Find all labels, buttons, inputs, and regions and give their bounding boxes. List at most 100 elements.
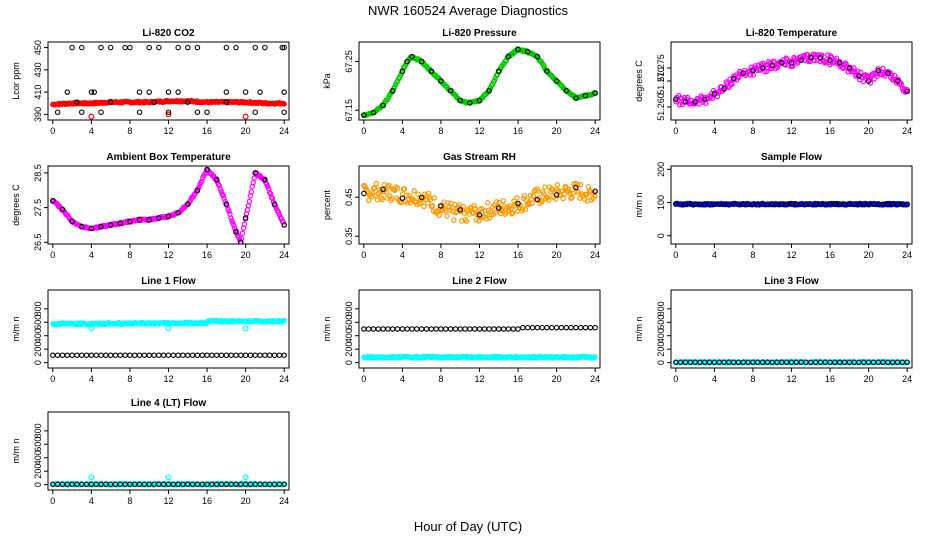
x-tick-label: 20 bbox=[552, 126, 562, 136]
x-tick-label: 16 bbox=[825, 250, 835, 260]
hourly-point bbox=[875, 67, 882, 74]
hourly-point bbox=[418, 326, 425, 332]
hourly-point bbox=[428, 326, 435, 332]
hourly-point bbox=[223, 99, 230, 105]
y-tick-label: 430 bbox=[33, 62, 43, 77]
series-point bbox=[471, 202, 477, 209]
hourly-point bbox=[476, 326, 483, 332]
x-tick-label: 0 bbox=[50, 126, 55, 136]
hourly-point bbox=[175, 89, 181, 95]
hourly-point bbox=[389, 326, 396, 332]
plot-frame bbox=[358, 165, 601, 245]
hourly-point bbox=[78, 44, 85, 51]
hourly-point bbox=[491, 326, 497, 332]
hourly-point bbox=[721, 86, 727, 92]
series-point bbox=[416, 200, 422, 207]
series-point bbox=[833, 55, 840, 61]
series-point bbox=[381, 181, 387, 188]
series-point bbox=[386, 182, 392, 188]
panel-ylabel: m/m n bbox=[11, 316, 21, 341]
y-tick-label: 27.5 bbox=[33, 199, 43, 217]
hourly-point bbox=[107, 352, 114, 358]
hourly-point bbox=[223, 352, 230, 358]
hourly-point bbox=[91, 89, 98, 95]
hourly-point bbox=[573, 95, 579, 101]
hourly-point bbox=[544, 324, 550, 331]
series-point bbox=[591, 355, 597, 361]
hourly-point bbox=[165, 352, 172, 358]
hourly-point bbox=[281, 44, 287, 51]
hourly-point bbox=[682, 99, 689, 105]
hourly-point bbox=[389, 88, 396, 94]
hourly-point bbox=[136, 89, 143, 95]
hourly-point bbox=[98, 352, 104, 358]
series-point bbox=[501, 203, 507, 209]
x-tick-label: 8 bbox=[438, 374, 443, 384]
hourly-point bbox=[452, 326, 459, 332]
x-tick-label: 16 bbox=[202, 496, 212, 506]
hourly-point bbox=[112, 352, 119, 358]
hourly-point bbox=[486, 326, 492, 332]
plot-area bbox=[673, 51, 910, 108]
series-point bbox=[843, 61, 849, 67]
series-point bbox=[535, 188, 541, 194]
hourly-point bbox=[59, 352, 66, 358]
plot-area bbox=[361, 324, 598, 361]
series-point bbox=[747, 72, 754, 78]
hourly-point bbox=[385, 326, 391, 332]
x-tick-label: 8 bbox=[750, 126, 755, 136]
hourly-point bbox=[573, 324, 579, 331]
hourly-point bbox=[160, 352, 167, 358]
hourly-point bbox=[361, 190, 367, 197]
hourly-point bbox=[194, 187, 201, 194]
plot-area bbox=[673, 358, 910, 366]
x-tick-label: 4 bbox=[712, 374, 717, 384]
series-point bbox=[436, 212, 443, 219]
y-tick-label: 200 bbox=[344, 342, 354, 357]
series-point bbox=[545, 194, 551, 201]
hourly-point bbox=[98, 223, 104, 230]
panel-title: Line 3 Flow bbox=[764, 276, 819, 287]
hourly-point bbox=[281, 109, 287, 115]
hourly-point bbox=[817, 54, 824, 61]
x-tick-label: 0 bbox=[50, 250, 55, 260]
hourly-point bbox=[170, 352, 177, 358]
hourly-point bbox=[127, 218, 133, 225]
x-tick-label: 0 bbox=[50, 374, 55, 384]
x-tick-label: 8 bbox=[127, 374, 132, 384]
x-tick-label: 4 bbox=[400, 126, 405, 136]
plot-area bbox=[50, 317, 287, 358]
hourly-point bbox=[534, 53, 541, 60]
plot-area bbox=[50, 166, 287, 244]
series-point bbox=[560, 195, 566, 202]
series-point bbox=[762, 68, 768, 75]
hourly-point bbox=[438, 78, 444, 84]
y-tick-label: 0 bbox=[656, 233, 666, 238]
series-point bbox=[507, 203, 513, 209]
hourly-point bbox=[69, 352, 75, 358]
hourly-point bbox=[238, 239, 244, 244]
hourly-point bbox=[510, 326, 516, 332]
series-point bbox=[220, 193, 226, 199]
hourly-point bbox=[563, 324, 570, 331]
x-tick-label: 24 bbox=[279, 496, 289, 506]
hourly-point bbox=[894, 78, 901, 84]
hourly-point bbox=[78, 109, 85, 115]
hourly-point bbox=[582, 92, 589, 99]
hourly-point bbox=[122, 44, 128, 51]
hourly-point bbox=[505, 326, 512, 332]
hourly-point bbox=[175, 44, 181, 51]
y-tick-label: 450 bbox=[33, 40, 43, 55]
y-tick-label: 400 bbox=[33, 450, 43, 465]
panel-title: Li-820 Temperature bbox=[746, 28, 838, 39]
hourly-point bbox=[165, 109, 172, 115]
hourly-point bbox=[496, 68, 502, 75]
series-point bbox=[218, 188, 224, 195]
hourly-point bbox=[447, 326, 454, 332]
x-tick-label: 24 bbox=[590, 126, 600, 136]
panel-ylabel: Lcor ppm bbox=[11, 62, 21, 100]
hourly-point bbox=[233, 229, 239, 235]
y-tick-label: 200 bbox=[656, 342, 666, 357]
